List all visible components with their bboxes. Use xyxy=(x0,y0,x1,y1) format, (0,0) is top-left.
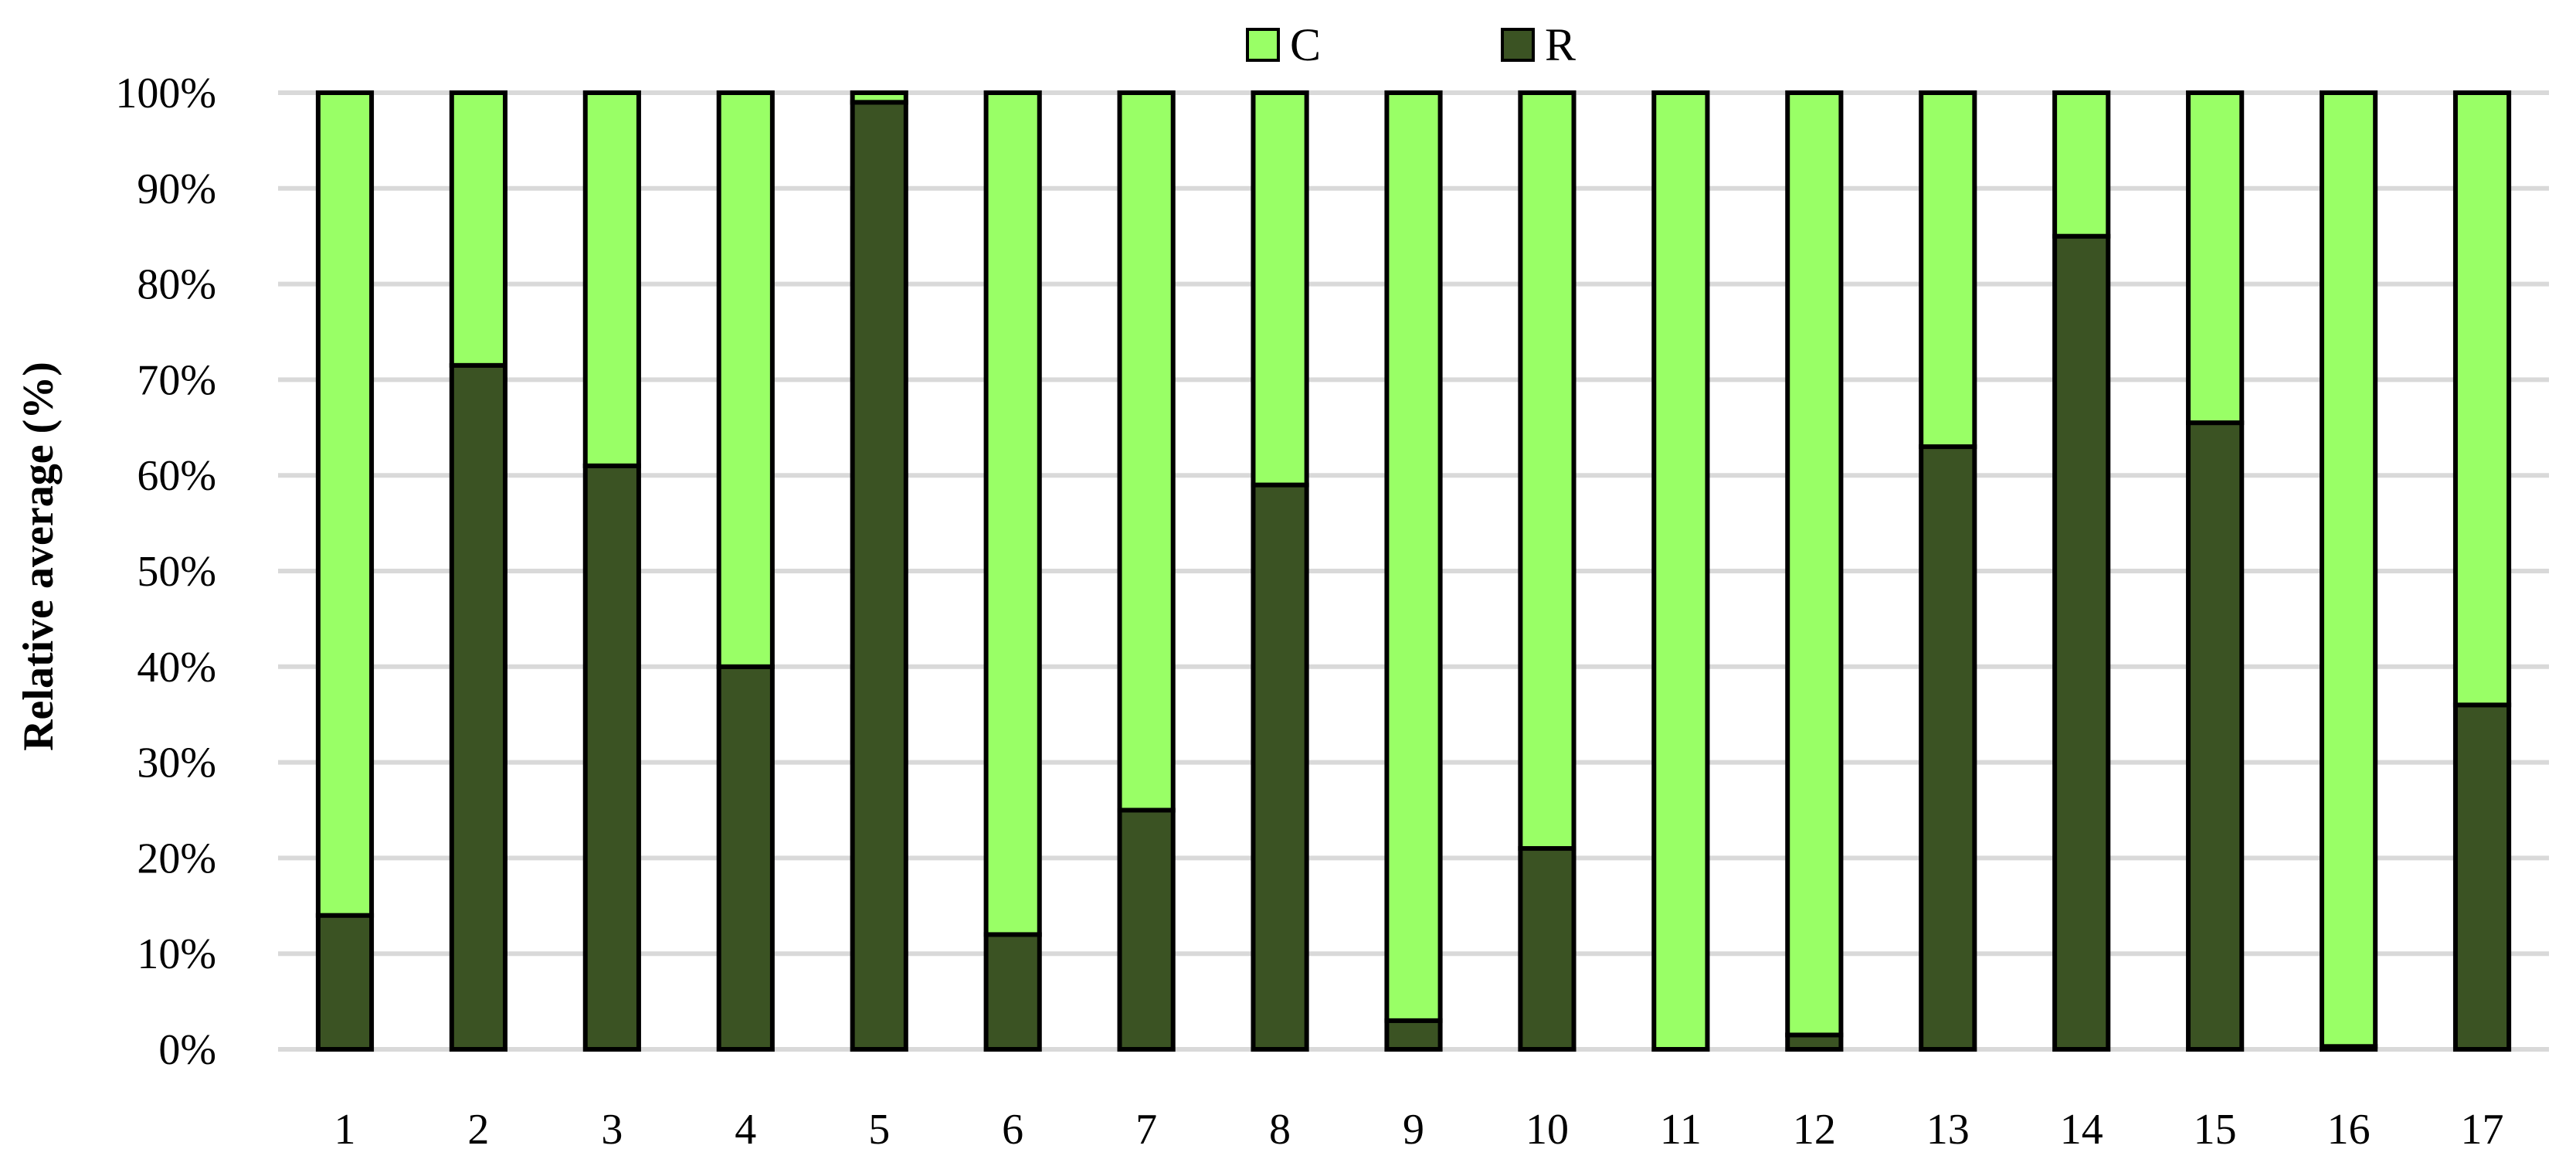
x-tick-label: 6 xyxy=(1002,1106,1023,1154)
bar-segment-c xyxy=(449,90,508,368)
bar-segment-c xyxy=(2452,90,2512,708)
bars xyxy=(315,90,2512,1052)
y-tick-label: 50% xyxy=(137,548,216,596)
bar-segment-r xyxy=(1251,482,1309,1052)
bar-segment-c xyxy=(983,90,1042,937)
bar-segment-c xyxy=(1518,90,1576,852)
x-tick-label: 12 xyxy=(1793,1106,1836,1154)
bar-segment-c xyxy=(2320,90,2378,1049)
y-tick-label: 20% xyxy=(137,835,216,882)
bar-segment-r xyxy=(2452,702,2512,1052)
bar-segment-r xyxy=(315,913,375,1052)
y-axis-title: Relative average (%) xyxy=(15,362,63,751)
x-tick-label: 9 xyxy=(1403,1106,1424,1154)
x-tick-label: 8 xyxy=(1269,1106,1291,1154)
x-tick-label: 13 xyxy=(1926,1106,1970,1154)
x-tick-label: 3 xyxy=(601,1106,623,1154)
x-tick-label: 16 xyxy=(2327,1106,2371,1154)
y-tick-label: 80% xyxy=(137,261,216,309)
x-tick-label: 15 xyxy=(2194,1106,2237,1154)
bar-segment-c xyxy=(2186,90,2245,426)
y-tick-label: 30% xyxy=(137,739,216,787)
bar-segment-c xyxy=(1117,90,1176,813)
bar-segment-r xyxy=(2186,420,2245,1052)
y-tick-label: 100% xyxy=(115,70,216,117)
bar-segment-c xyxy=(1251,90,1309,488)
y-axis-ticks: 0% 10% 20% 30% 40% 50% 60% 70% 80% 90% 100% xyxy=(115,70,216,1074)
bar-segment-r xyxy=(983,932,1042,1052)
bar-segment-r xyxy=(716,664,775,1052)
y-tick-label: 70% xyxy=(137,356,216,404)
x-tick-label: 11 xyxy=(1660,1106,1702,1154)
bar-segment-c xyxy=(850,90,908,105)
y-tick-label: 90% xyxy=(137,165,216,213)
legend-swatch-r xyxy=(1501,28,1535,62)
bar-segment-c xyxy=(315,90,375,918)
x-tick-label: 10 xyxy=(1526,1106,1569,1154)
bar-segment-r xyxy=(850,100,908,1052)
bar-segment-r xyxy=(1117,807,1176,1052)
bar-segment-c xyxy=(1785,90,1844,1038)
bar-segment-c xyxy=(1384,90,1443,1023)
bar-segment-r xyxy=(1384,1018,1443,1052)
bar-segment-r xyxy=(582,463,641,1052)
y-tick-label: 0% xyxy=(158,1026,216,1074)
bar-segment-r xyxy=(1919,444,1977,1052)
y-tick-label: 10% xyxy=(137,930,216,978)
bar-segment-c xyxy=(1919,90,1977,450)
bar-segment-r xyxy=(1518,846,1576,1052)
x-tick-label: 17 xyxy=(2461,1106,2504,1154)
bar-segment-c xyxy=(2052,90,2111,239)
legend-label-r: R xyxy=(1545,19,1576,70)
x-tick-label: 1 xyxy=(334,1106,355,1154)
bar-segment-c xyxy=(716,90,775,669)
x-tick-label: 7 xyxy=(1135,1106,1157,1154)
legend-swatch-c xyxy=(1246,28,1280,62)
x-tick-label: 14 xyxy=(2060,1106,2103,1154)
bar-segment-r xyxy=(2052,233,2111,1052)
x-axis-ticks: 1 2 3 4 5 6 7 8 9 10 11 12 13 14 15 16 17 xyxy=(334,1106,2503,1154)
x-tick-label: 2 xyxy=(467,1106,489,1154)
x-tick-label: 4 xyxy=(735,1106,756,1154)
x-tick-label: 5 xyxy=(868,1106,890,1154)
y-tick-label: 40% xyxy=(137,644,216,692)
legend-label-c: C xyxy=(1290,19,1321,70)
bar-segment-c xyxy=(582,90,641,468)
y-tick-label: 60% xyxy=(137,452,216,500)
bar-segment-c xyxy=(1651,90,1710,1052)
bar-segment-r xyxy=(449,362,508,1052)
